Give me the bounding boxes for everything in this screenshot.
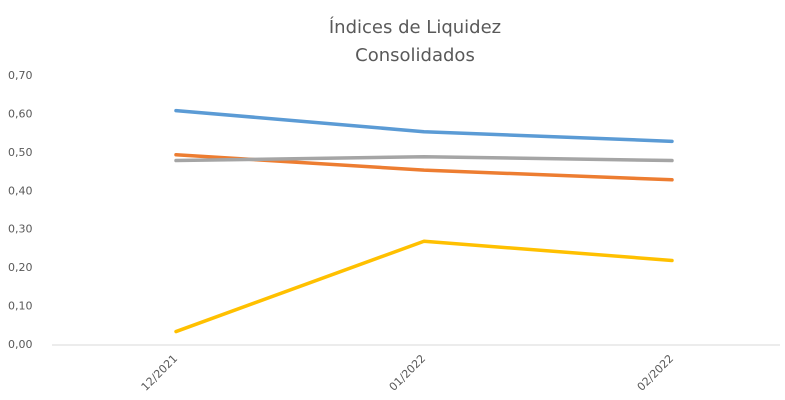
chart-title: Consolidados bbox=[355, 45, 475, 66]
y-tick-label: 0,20 bbox=[8, 261, 33, 274]
y-tick-label: 0,70 bbox=[8, 69, 33, 82]
y-tick-label: 0,30 bbox=[8, 223, 33, 236]
chart-title: Índices de Liquidez bbox=[329, 16, 501, 38]
y-tick-label: 0,50 bbox=[8, 146, 33, 159]
line-series bbox=[174, 154, 674, 163]
y-tick-label: 0,40 bbox=[8, 184, 33, 197]
y-tick-label: 0,60 bbox=[8, 107, 33, 120]
y-tick-label: 0,10 bbox=[8, 300, 33, 313]
x-tick-label: 01/2022 bbox=[387, 352, 429, 394]
line-series bbox=[174, 108, 674, 144]
y-tick-label: 0,00 bbox=[8, 338, 33, 351]
line-series bbox=[174, 239, 674, 334]
x-tick-label: 12/2021 bbox=[139, 352, 181, 394]
x-tick-label: 02/2022 bbox=[635, 352, 677, 394]
